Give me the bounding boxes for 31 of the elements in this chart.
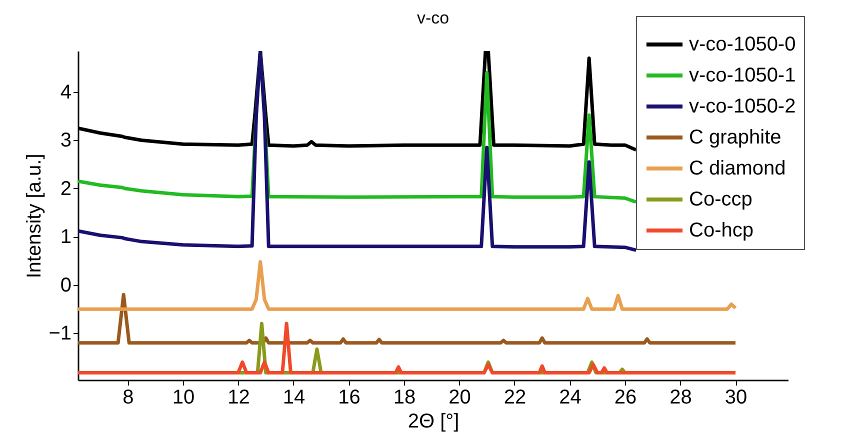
line-series [78,260,738,311]
y-axis-title: Intensity [a.u.] [24,154,46,278]
x-tick-label: 14 [282,386,306,408]
x-tick-label: 18 [393,386,416,408]
legend-label: C diamond [689,158,786,180]
y-tick-label: 0 [60,274,72,296]
legend-label: Co-hcp [689,220,754,242]
chart-title: v-co [416,8,450,28]
x-tick-label: 26 [614,386,637,408]
y-tick-label: 1 [60,226,72,248]
line-series [78,51,638,252]
y-tick-label: 2 [60,178,72,200]
y-tick-label: 3 [60,130,72,152]
x-axis-title: 2Θ [°] [408,410,460,432]
x-tick-label: 8 [122,386,134,408]
line-series [78,292,738,345]
y-tick-label: 4 [60,82,72,104]
x-tick-label: 20 [448,386,471,408]
x-tick-label: 10 [172,386,195,408]
x-tick-label: 22 [504,386,526,408]
x-tick-label: 16 [338,386,360,408]
x-tick-label: 28 [670,386,692,408]
legend-label: v-co-1050-1 [689,64,796,86]
x-tick-label: 30 [724,386,748,408]
x-tick-label: 12 [228,386,250,408]
y-tick-label: −1 [48,322,72,345]
x-tick-label: 24 [559,386,582,408]
legend-label: Co-ccp [689,188,752,210]
legend-label: v-co-1050-2 [689,96,796,118]
legend-label: C graphite [689,126,782,148]
legend-label: v-co-1050-0 [689,34,796,56]
